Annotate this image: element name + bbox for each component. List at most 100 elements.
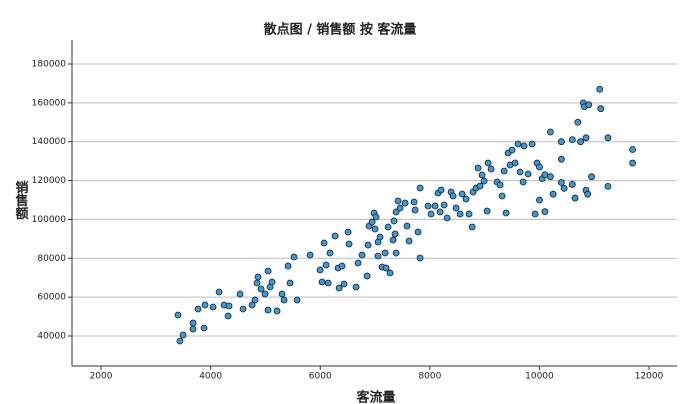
point	[574, 118, 582, 126]
y-tick-label: 120000	[32, 176, 67, 186]
point	[322, 261, 330, 269]
y-tick-label: 40000	[37, 332, 66, 342]
point	[331, 232, 339, 240]
point	[468, 223, 476, 231]
point	[354, 259, 362, 267]
x-tick-label: 10000	[525, 372, 554, 382]
point	[585, 101, 593, 109]
point	[541, 208, 549, 216]
point	[392, 208, 400, 216]
point	[452, 204, 460, 212]
point	[376, 233, 384, 241]
y-tick-label: 160000	[32, 98, 67, 108]
point	[209, 303, 217, 311]
point	[340, 280, 348, 288]
point	[528, 140, 536, 148]
point	[392, 249, 400, 257]
point	[502, 209, 510, 217]
point	[261, 290, 269, 298]
point	[293, 296, 301, 304]
point	[225, 302, 233, 310]
point	[176, 337, 184, 345]
point	[582, 134, 590, 142]
point	[391, 230, 399, 238]
point	[201, 301, 209, 309]
point	[179, 331, 187, 339]
point	[284, 262, 292, 270]
point	[290, 253, 298, 261]
point	[251, 296, 259, 304]
point	[257, 285, 265, 293]
point	[476, 182, 484, 190]
point	[345, 240, 353, 248]
point	[414, 228, 422, 236]
point	[560, 184, 568, 192]
point	[480, 177, 488, 185]
point	[358, 251, 366, 259]
point	[514, 140, 522, 148]
point	[516, 168, 524, 176]
point	[531, 210, 539, 218]
x-tick-label: 6000	[309, 372, 332, 382]
point	[462, 195, 470, 203]
x-tick-label: 4000	[199, 372, 222, 382]
y-tick-label: 180000	[32, 59, 67, 69]
point	[224, 312, 232, 320]
point	[239, 305, 247, 313]
point	[604, 134, 612, 142]
point	[440, 201, 448, 209]
point	[508, 146, 516, 154]
point	[571, 194, 579, 202]
point	[363, 272, 371, 280]
point	[568, 181, 576, 188]
point	[215, 288, 223, 296]
x-tick-label: 2000	[90, 372, 113, 382]
point	[384, 223, 392, 231]
point	[436, 208, 444, 216]
point	[437, 186, 445, 194]
point	[324, 279, 332, 287]
y-tick-label: 80000	[37, 254, 66, 264]
point	[372, 213, 380, 221]
y-tick-label: 60000	[37, 293, 66, 303]
point	[280, 296, 288, 304]
point	[536, 163, 543, 171]
point	[498, 192, 506, 200]
point	[487, 165, 495, 173]
point	[549, 190, 557, 198]
x-tick-label: 8000	[418, 372, 441, 382]
point	[474, 164, 482, 172]
point	[189, 319, 197, 327]
point	[253, 279, 261, 287]
point	[416, 254, 424, 262]
chart-title: 散点图 / 销售额 按 客流量	[264, 22, 417, 38]
point	[536, 196, 543, 204]
point	[568, 136, 576, 144]
point	[547, 128, 554, 136]
point	[597, 105, 605, 113]
point	[496, 181, 504, 189]
point	[410, 198, 418, 206]
point	[443, 214, 451, 222]
point	[584, 190, 592, 198]
point	[557, 179, 565, 186]
point	[335, 284, 343, 292]
point	[194, 305, 202, 313]
point	[254, 273, 262, 281]
x-tick-label: 12000	[635, 372, 664, 382]
point	[427, 210, 435, 218]
point	[511, 159, 519, 167]
point	[382, 264, 390, 272]
point	[364, 241, 372, 249]
point	[389, 236, 397, 244]
point	[320, 239, 328, 247]
point	[483, 207, 491, 215]
point	[519, 178, 527, 186]
point	[386, 269, 394, 277]
point	[306, 251, 314, 259]
point	[401, 199, 409, 207]
point	[431, 202, 439, 210]
point	[520, 142, 528, 150]
point	[273, 307, 281, 315]
